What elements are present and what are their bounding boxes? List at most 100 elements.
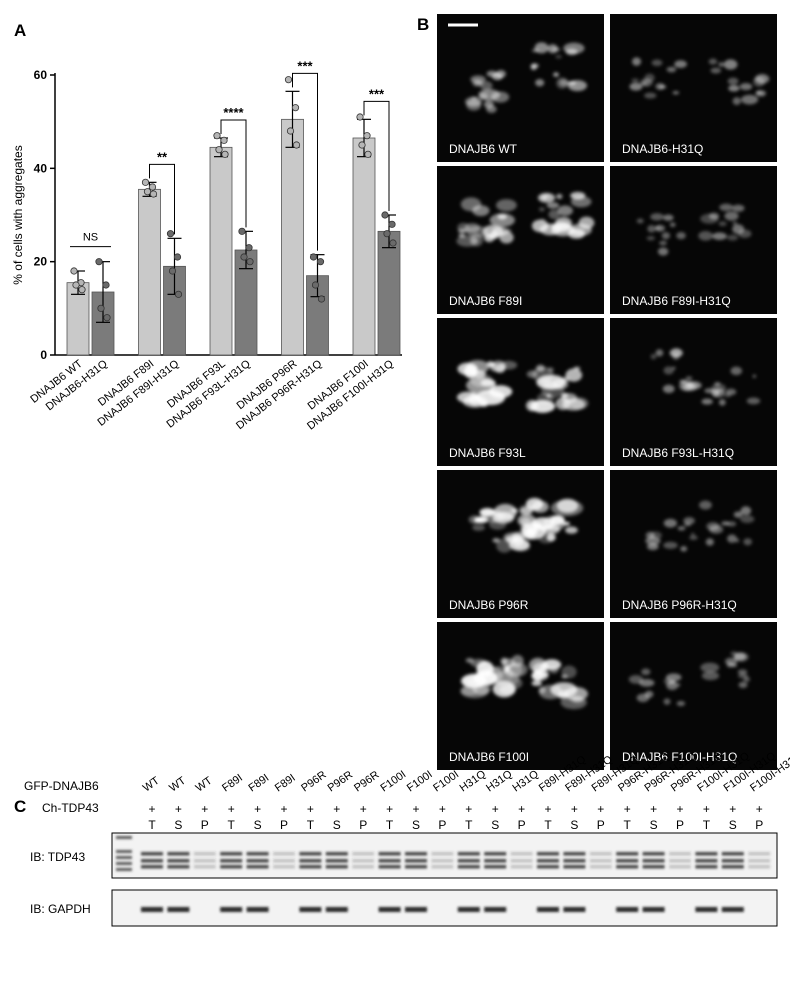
aggregate — [495, 199, 517, 212]
band — [141, 859, 163, 863]
data-point — [389, 239, 397, 247]
band — [589, 859, 612, 863]
aggregate — [569, 223, 592, 236]
image-label: DNAJB6-H31Q — [622, 142, 703, 156]
band — [273, 859, 295, 863]
band — [563, 865, 586, 869]
data-point — [356, 113, 364, 121]
aggregate — [480, 379, 496, 387]
lane-fraction: P — [676, 818, 684, 832]
aggregate — [511, 654, 524, 667]
aggregate — [526, 399, 539, 412]
lane-fraction: T — [307, 818, 315, 832]
lane-label: H31Q — [458, 768, 489, 795]
aggregate — [534, 42, 549, 54]
aggregate — [698, 231, 713, 241]
image-label: DNAJB6 WT — [449, 142, 518, 156]
aggregate — [669, 222, 676, 228]
panel-label: B — [417, 15, 429, 34]
lane-fraction: S — [174, 818, 182, 832]
aggregate — [473, 670, 498, 686]
band — [141, 907, 163, 912]
lane-fraction: P — [201, 818, 209, 832]
lane-plus: + — [307, 802, 314, 816]
data-point — [72, 281, 80, 289]
aggregate — [732, 97, 741, 106]
data-point — [220, 136, 228, 144]
band — [695, 907, 718, 912]
aggregate — [740, 506, 752, 516]
lane-fraction: S — [333, 818, 341, 832]
aggregate — [565, 368, 583, 382]
aggregate — [650, 353, 657, 360]
band — [352, 859, 375, 863]
band — [457, 865, 480, 869]
aggregate — [517, 514, 536, 527]
aggregate — [464, 223, 481, 233]
band — [220, 865, 243, 869]
aggregate — [547, 44, 558, 54]
lane-fraction: P — [438, 818, 446, 832]
data-point — [149, 190, 158, 198]
data-point — [213, 132, 221, 140]
lane-plus: + — [412, 802, 419, 816]
aggregate — [642, 80, 648, 86]
aggregate — [479, 401, 489, 407]
aggregate — [662, 384, 675, 394]
micrograph — [437, 318, 604, 466]
bands — [116, 836, 771, 912]
cell-signal — [650, 348, 761, 406]
band — [537, 859, 559, 863]
band — [141, 865, 163, 869]
aggregate — [724, 211, 739, 221]
lane-plus: + — [228, 802, 235, 816]
lane-label: H31Q — [484, 768, 515, 795]
aggregate — [541, 383, 565, 398]
significance-label: ** — [157, 149, 168, 164]
lane-fraction: S — [491, 818, 499, 832]
lane-fraction: S — [650, 818, 658, 832]
band — [220, 907, 243, 912]
lane-label: WT — [141, 775, 162, 795]
data-point — [358, 141, 366, 149]
significance-bracket — [292, 72, 318, 251]
band — [405, 852, 427, 856]
band — [695, 859, 718, 863]
micrograph — [610, 622, 777, 770]
lane-plus: + — [571, 802, 578, 816]
band — [748, 859, 771, 863]
image-label: DNAJB6 P96R-H31Q — [622, 598, 737, 612]
data-point — [383, 230, 391, 238]
band — [246, 865, 269, 869]
aggregate — [709, 212, 720, 220]
aggregate — [456, 235, 479, 247]
data-point — [238, 227, 246, 235]
lane-plus: + — [333, 802, 340, 816]
data-point — [286, 127, 295, 135]
lane-plus: + — [254, 802, 261, 816]
aggregate — [655, 82, 665, 90]
significance-label: **** — [223, 105, 244, 120]
aggregate — [733, 511, 743, 518]
aggregate — [676, 231, 686, 240]
aggregate — [711, 383, 727, 394]
aggregate — [737, 669, 748, 675]
band — [352, 852, 375, 856]
lane-plus: + — [148, 802, 155, 816]
cell-signal — [636, 203, 752, 256]
aggregate — [746, 397, 761, 405]
image-label: DNAJB6 P96R — [449, 598, 529, 612]
band — [616, 865, 639, 869]
aggregate — [488, 385, 513, 398]
band — [721, 907, 744, 912]
aggregate — [666, 681, 679, 691]
aggregate — [532, 668, 549, 681]
aggregate — [629, 82, 643, 91]
lane-fraction: P — [280, 818, 288, 832]
lane-plus: + — [280, 802, 287, 816]
aggregate — [719, 203, 734, 212]
lane-plus: + — [756, 802, 763, 816]
lane-fraction: P — [518, 818, 526, 832]
aggregate — [531, 500, 549, 513]
significance-bracket — [220, 119, 247, 228]
